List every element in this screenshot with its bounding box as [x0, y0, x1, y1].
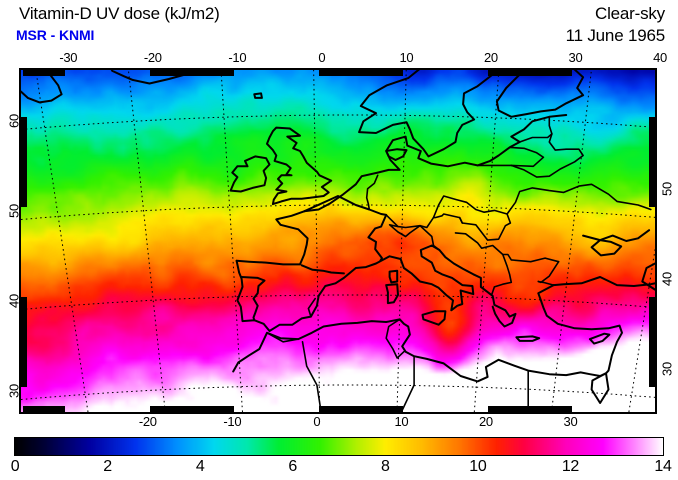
bottom-axis-tick-0: -20	[138, 414, 157, 429]
source-label: MSR - KNMI	[16, 27, 95, 43]
bottom-axis-tick-1: -10	[223, 414, 242, 429]
right-axis-tick-0: 50	[659, 182, 675, 196]
bottom-axis-tick-5: 30	[563, 414, 578, 429]
date-label: 11 June 1965	[565, 26, 666, 45]
colorbar	[14, 437, 664, 456]
bottom-axis-tick-3: 10	[394, 414, 409, 429]
colorbar-tick-3: 6	[288, 458, 298, 475]
bottom-axis-tick-4: 20	[478, 414, 493, 429]
colorbar-tick-6: 12	[561, 458, 580, 475]
top-axis-tick-7: 40	[653, 50, 667, 65]
right-axis-tick-1: 40	[659, 272, 675, 286]
left-axis-tick-1: 50	[6, 204, 22, 218]
colorbar-tick-0: 0	[10, 458, 20, 475]
top-axis-tick-1: -20	[143, 50, 162, 65]
top-axis-tick-6: 30	[568, 50, 583, 65]
top-axis-tick-3: 0	[318, 50, 326, 65]
map-plot-area	[21, 70, 655, 412]
colorbar-gradient	[15, 438, 663, 455]
left-axis-tick-3: 30	[6, 384, 22, 398]
coastline-overlay	[21, 70, 655, 412]
left-axis-tick-0: 60	[6, 114, 22, 128]
page-title: Vitamin-D UV dose (kJ/m2)	[19, 4, 220, 23]
colorbar-tick-5: 10	[469, 458, 487, 475]
bottom-axis-tick-2: 0	[313, 414, 321, 429]
top-axis-tick-2: -10	[228, 50, 247, 65]
colorbar-tick-4: 8	[380, 458, 390, 475]
top-axis-tick-5: 20	[483, 50, 498, 65]
colorbar-tick-1: 2	[103, 458, 112, 475]
colorbar-tick-2: 4	[195, 458, 205, 475]
right-axis-tick-2: 30	[659, 362, 675, 376]
top-axis-tick-4: 10	[399, 50, 414, 65]
condition-label: Clear-sky	[595, 4, 665, 23]
left-axis-tick-2: 40	[6, 294, 22, 308]
colorbar-tick-7: 14	[654, 458, 672, 475]
top-axis-tick-0: -30	[59, 50, 78, 65]
